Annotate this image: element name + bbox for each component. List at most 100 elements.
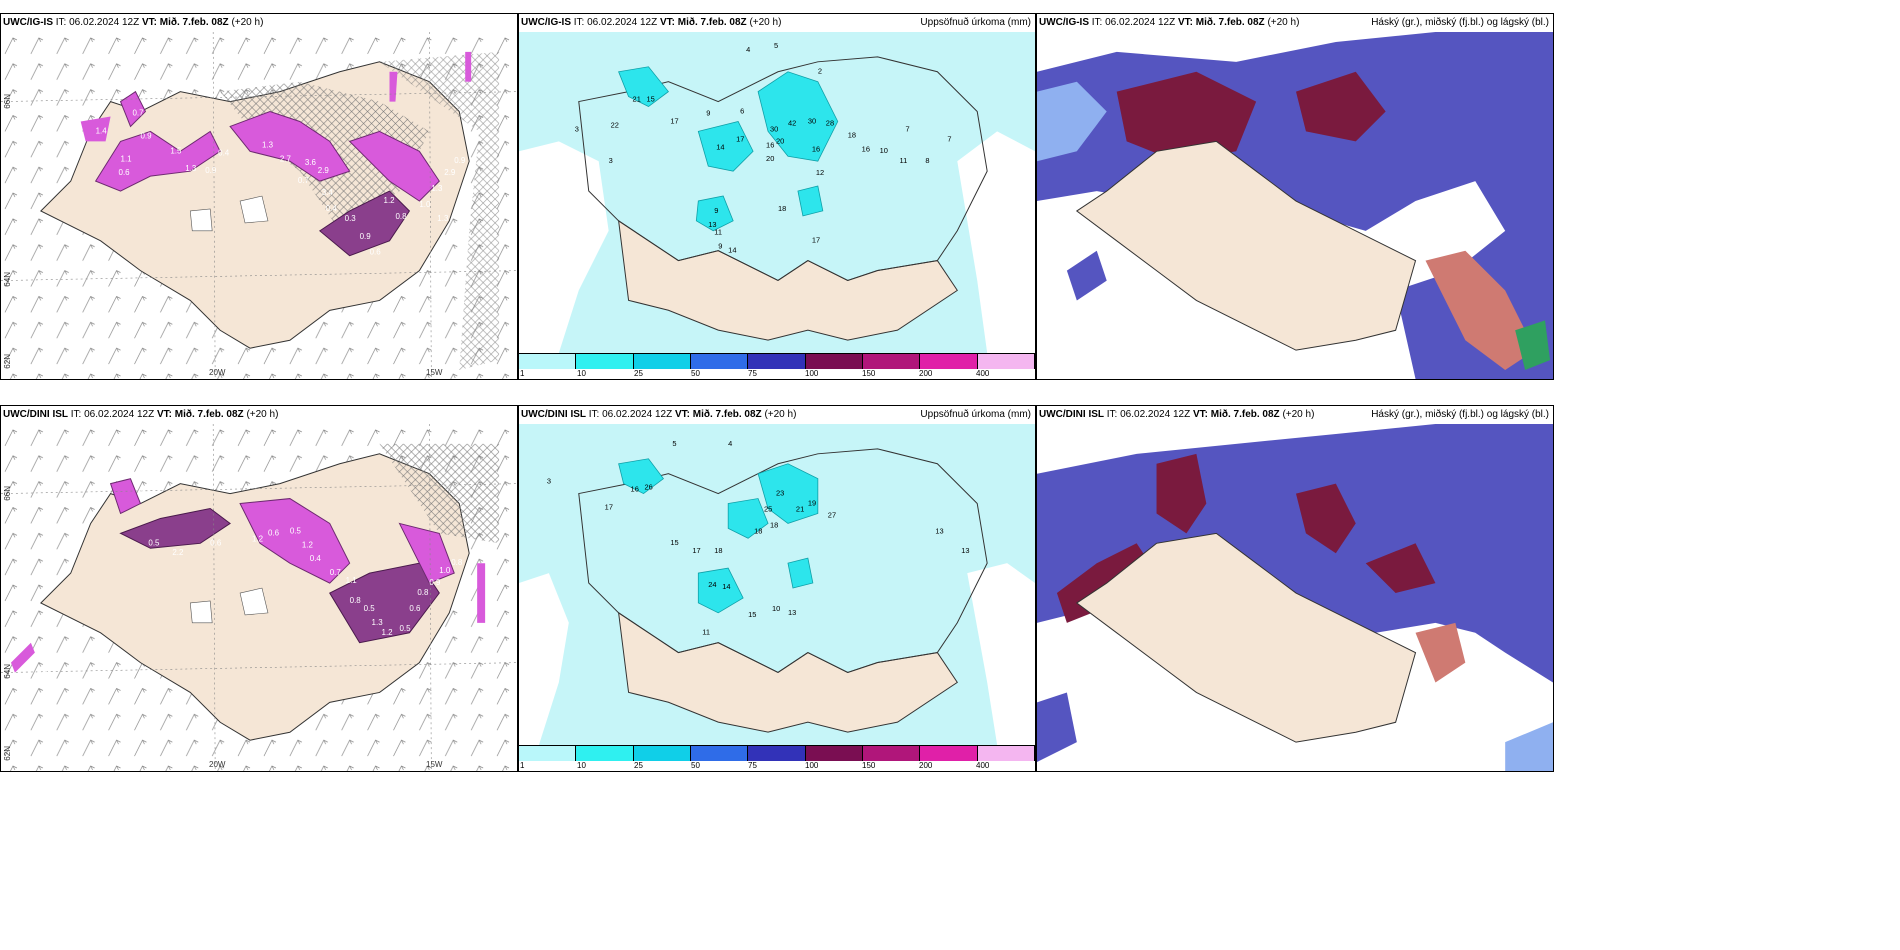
panel-title: UWC/DINI ISL IT: 06.02.2024 12Z VT: Mið.… [3, 409, 279, 420]
precip-rate-label: 0.6 [119, 168, 131, 177]
precip-total-label: 3 [547, 477, 551, 486]
precip-legend: 1 10 25 50 75 100 150 200 400 [519, 745, 1035, 771]
lat-label: 64N [3, 272, 12, 287]
precip-total-label: 6 [740, 107, 744, 116]
map-panel-precip-row1: UWC/IG-IS IT: 06.02.2024 12Z VT: Mið. 7.… [518, 13, 1036, 380]
panel-title: UWC/IG-IS IT: 06.02.2024 12Z VT: Mið. 7.… [3, 17, 264, 28]
precip-rate-label: 0.8 [395, 212, 407, 221]
panel-title: UWC/DINI ISL IT: 06.02.2024 12Z VT: Mið.… [521, 409, 797, 420]
precip-total-label: 20 [776, 136, 784, 145]
lon-label: 15W [426, 368, 443, 377]
precip-total-label: 17 [736, 134, 744, 143]
panel-subtitle: Uppsöfnuð úrkoma (mm) [920, 17, 1031, 28]
precip-total-label: 2 [818, 67, 822, 76]
precip-total-label: 24 [708, 580, 716, 589]
precip-rate-label: 0.5 [148, 538, 160, 547]
precip-rate-label: 1.3 [372, 618, 384, 627]
precip-total-label: 15 [748, 610, 756, 619]
precip-total-label: 10 [772, 604, 780, 613]
precip-total-label: 17 [605, 502, 613, 511]
legend-tick: 100 [805, 761, 819, 770]
precip-rate-label: 1.3 [437, 214, 449, 223]
precip-total-label: 15 [670, 538, 678, 547]
precip-total-label: 4 [746, 45, 750, 54]
precip-total-label: 12 [816, 168, 824, 177]
iceland-cloud-map [1037, 424, 1553, 771]
precip-rate-label: 0.9 [360, 232, 372, 241]
precip-total-label: 17 [692, 546, 700, 555]
precip-total-label: 18 [848, 130, 856, 139]
precip-total-label: 18 [714, 546, 722, 555]
precip-rate-label: 1.4 [96, 126, 108, 135]
precip-rate-label: 1.2 [302, 540, 314, 549]
precip-total-label: 28 [826, 118, 834, 127]
precip-total-label: 17 [670, 116, 678, 125]
precip-rate-label: 0.6 [370, 248, 382, 257]
precip-total-label: 26 [645, 483, 653, 492]
precip-rate-label: 2.9 [444, 168, 456, 177]
precip-rate-label: 0.7 [132, 109, 144, 118]
precip-total-label: 3 [575, 124, 579, 133]
iceland-wind-map: 1.4 0.7 0.9 1.1 0.6 1.5 1.3 0.4 0.9 1.3 2.7 3.6 0.7 2… [1, 32, 517, 379]
precip-rate-label: 1.3 [262, 140, 274, 149]
precip-total-label: 5 [774, 41, 778, 50]
lat-label: 64N [3, 664, 12, 679]
precip-total-label: 16 [862, 144, 870, 153]
legend-tick: 75 [748, 369, 757, 378]
precip-total-label: 18 [754, 526, 762, 535]
map-panel-precip-row2: UWC/DINI ISL IT: 06.02.2024 12Z VT: Mið.… [518, 405, 1036, 772]
precip-total-label: 14 [716, 142, 724, 151]
precip-total-label: 13 [788, 608, 796, 617]
precip-rate-label: 0.5 [364, 604, 376, 613]
precip-total-label: 21 [796, 504, 804, 513]
precip-rate-label: 0.8 [350, 596, 362, 605]
precip-total-label: 11 [702, 628, 710, 637]
panel-title: UWC/DINI ISL IT: 06.02.2024 12Z VT: Mið.… [1039, 409, 1315, 420]
precip-rate-label: 0.7 [298, 176, 310, 185]
precip-total-label: 23 [776, 489, 784, 498]
panel-title: UWC/IG-IS IT: 06.02.2024 12Z VT: Mið. 7.… [1039, 17, 1300, 28]
precip-total-label: 8 [925, 156, 929, 165]
legend-tick: 10 [577, 369, 586, 378]
precip-rate-label: 1.2 [252, 534, 264, 543]
precip-total-label: 10 [880, 146, 888, 155]
precip-legend: 1 10 25 50 75 100 150 200 400 [519, 353, 1035, 379]
legend-tick: 1 [520, 369, 525, 378]
precip-total-label: 30 [770, 124, 778, 133]
precip-rate-label: 0.4 [37, 668, 49, 677]
precip-rate-label: 0.5 [399, 624, 411, 633]
precip-rate-label: 1.2 [382, 628, 394, 637]
precip-total-label: 25 [764, 504, 772, 513]
legend-tick: 75 [748, 761, 757, 770]
precip-rate-label: 0.7 [330, 568, 342, 577]
iceland-wind-map: 1.1 0.5 2.2 0.6 1.2 0.6 0.5 1.2 0.4 0.7 1.1 0.8 0.5 1… [1, 424, 517, 771]
precip-rate-label: 2.2 [172, 548, 184, 557]
legend-tick: 200 [919, 761, 933, 770]
precip-rate-label: 1.0 [439, 566, 451, 575]
legend-tick: 400 [976, 761, 990, 770]
precip-total-label: 7 [906, 124, 910, 133]
precip-rate-label: 1.2 [384, 196, 396, 205]
precip-rate-label: 1.5 [170, 146, 182, 155]
precip-rate-label: 0.6 [210, 538, 222, 547]
precip-total-label: 18 [778, 204, 786, 213]
lon-label: 20W [209, 368, 226, 377]
precip-rate-label: 1.1 [121, 154, 133, 163]
precip-rate-label: 0.9 [454, 156, 466, 165]
precip-total-label: 9 [706, 108, 710, 117]
precip-rate-label: 1.0 [419, 200, 431, 209]
legend-tick: 1 [520, 761, 525, 770]
precip-rate-label: 0.9 [140, 131, 152, 140]
precip-total-label: 11 [714, 228, 722, 237]
panel-subtitle: Háský (gr.), miðský (fj.bl.) og lágský (… [1371, 409, 1549, 420]
legend-tick: 200 [919, 369, 933, 378]
precip-total-label: 15 [647, 95, 655, 104]
precip-rate-label: 1.3 [431, 184, 443, 193]
precip-total-label: 5 [672, 439, 676, 448]
precip-rate-label: 1.1 [140, 489, 152, 498]
precip-rate-label: 0.9 [205, 166, 217, 175]
lat-label: 62N [3, 746, 12, 761]
precip-rate-label: 0.4 [326, 204, 338, 213]
lat-label: 62N [3, 354, 12, 369]
precip-total-label: 4 [728, 439, 732, 448]
